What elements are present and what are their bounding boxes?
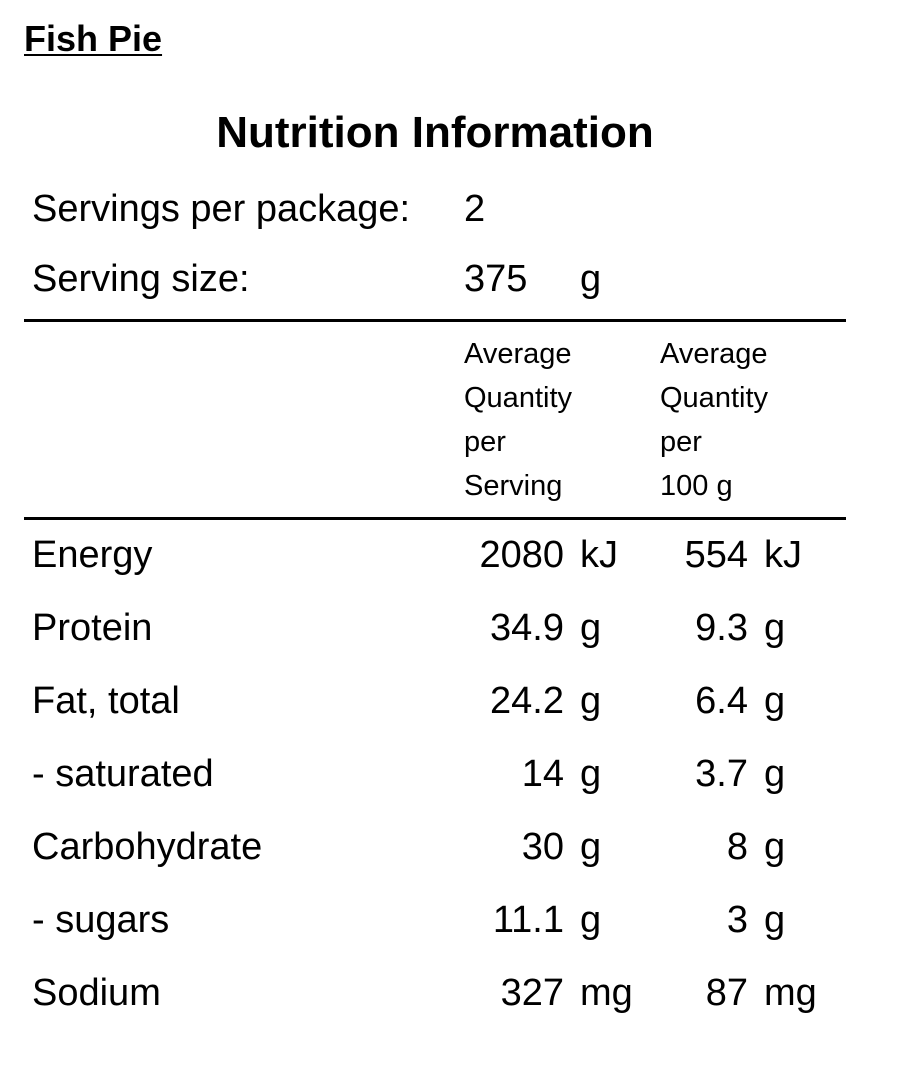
per-serving-unit: g (580, 826, 602, 868)
per-100g-value: 87 (705, 972, 748, 1014)
per-serving-value: 30 (521, 826, 564, 868)
servings-per-package-label: Servings per package: (32, 188, 411, 230)
nutrient-row-protein: Protein 34.9 g 9.3 g (0, 607, 904, 667)
nutrient-name: Sodium (32, 972, 161, 1014)
per-100g-value: 6.4 (695, 680, 748, 722)
per-100g-unit: g (764, 607, 786, 649)
nutrient-row-sugars: - sugars 11.1 g 3 g (0, 899, 904, 959)
nutrient-name: Fat, total (32, 680, 180, 722)
per-100g-unit: g (764, 826, 786, 868)
column-header-line: per (464, 426, 506, 458)
nutrition-panel-title: Nutrition Information (216, 108, 654, 157)
header-divider (24, 517, 846, 520)
servings-per-package-value: 2 (464, 188, 486, 230)
per-serving-unit: g (580, 680, 602, 722)
per-100g-value: 554 (684, 534, 748, 576)
nutrient-name: Carbohydrate (32, 826, 263, 868)
product-title: Fish Pie (24, 18, 163, 59)
per-serving-value: 327 (500, 972, 564, 1014)
per-100g-unit: g (764, 899, 786, 941)
per-100g-value: 8 (726, 826, 748, 868)
column-header-line: Quantity (660, 382, 768, 414)
per-serving-value: 24.2 (490, 680, 564, 722)
column-header-line: Serving (464, 470, 563, 502)
nutrient-row-sodium: Sodium 327 mg 87 mg (0, 972, 904, 1032)
per-100g-unit: g (764, 680, 786, 722)
per-serving-value: 34.9 (490, 607, 564, 649)
serving-size-label: Serving size: (32, 258, 250, 300)
nutrient-row-fat-total: Fat, total 24.2 g 6.4 g (0, 680, 904, 740)
serving-size-value: 375 (464, 258, 528, 300)
column-header-line: Average (660, 338, 768, 370)
nutrient-name: - saturated (32, 753, 214, 795)
nutrient-row-carbohydrate: Carbohydrate 30 g 8 g (0, 826, 904, 886)
serving-size-unit: g (580, 258, 602, 300)
nutrient-name: Energy (32, 534, 153, 576)
per-100g-unit: g (764, 753, 786, 795)
nutrient-row-saturated: - saturated 14 g 3.7 g (0, 753, 904, 813)
column-header-per-serving: Average Quantity per Serving (464, 332, 572, 508)
nutrient-row-energy: Energy 2080 kJ 554 kJ (0, 534, 904, 594)
per-serving-unit: mg (580, 972, 633, 1014)
column-header-line: per (660, 426, 702, 458)
per-100g-value: 3.7 (695, 753, 748, 795)
per-serving-unit: g (580, 899, 602, 941)
top-divider (24, 319, 846, 322)
per-100g-unit: kJ (764, 534, 802, 576)
per-serving-unit: g (580, 753, 602, 795)
per-serving-value: 2080 (479, 534, 564, 576)
per-100g-unit: mg (764, 972, 817, 1014)
per-100g-value: 9.3 (695, 607, 748, 649)
per-100g-value: 3 (726, 899, 748, 941)
column-header-line: 100 g (660, 470, 733, 502)
per-serving-unit: g (580, 607, 602, 649)
per-serving-value: 14 (521, 753, 564, 795)
per-serving-unit: kJ (580, 534, 618, 576)
column-header-line: Average (464, 338, 572, 370)
column-header-per-100g: Average Quantity per 100 g (660, 332, 768, 508)
nutrient-name: Protein (32, 607, 153, 649)
per-serving-value: 11.1 (492, 899, 564, 941)
column-header-line: Quantity (464, 382, 572, 414)
nutrient-name: - sugars (32, 899, 170, 941)
